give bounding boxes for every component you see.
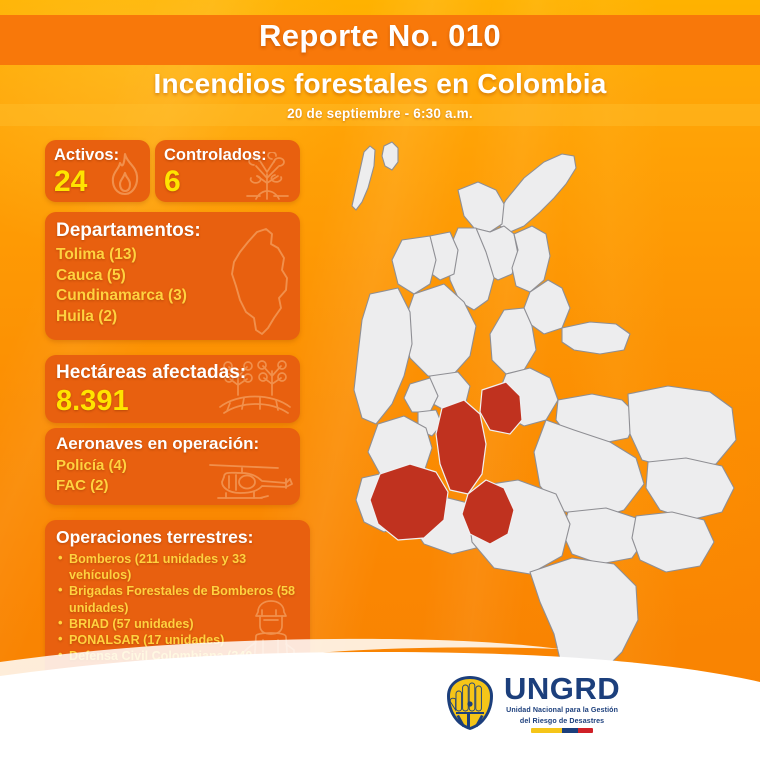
list-item: Brigadas Forestales de Bomberos (58 unid… <box>58 582 310 615</box>
map-dept-atlantico <box>457 181 505 233</box>
logo-tagline-line1: Unidad Nacional para la Gestión <box>506 705 619 714</box>
list-item: BRIAD (57 unidades) <box>58 615 310 632</box>
title-band <box>0 15 760 65</box>
ungrd-logo: UNGRD Unidad Nacional para la Gestión de… <box>443 668 643 738</box>
list-item: Huila (2) <box>56 307 118 325</box>
list-item: Defensa Civil Colombiana (340 unidades) <box>58 647 310 680</box>
map-dept-guainia <box>645 457 735 521</box>
map-dept-choco <box>353 287 413 425</box>
map-dept-cesar <box>511 225 551 293</box>
operaciones-list: Bomberos (211 unidades y 33 vehículos) B… <box>45 550 310 681</box>
yellow-hand-icon <box>443 674 497 732</box>
colombia-flag-bar <box>531 728 594 734</box>
map-dept-arauca <box>561 321 631 355</box>
map-island-san-andres <box>351 145 376 211</box>
map-highlight-cauca <box>369 463 449 541</box>
card-operaciones-label: Operaciones terrestres: <box>56 527 254 547</box>
card-hectareas: Hectáreas afectadas: 8.391 <box>45 355 300 423</box>
list-item: PONALSAR (17 unidades) <box>58 631 310 648</box>
colombia-map <box>318 128 748 698</box>
map-highlight-huila <box>461 479 515 545</box>
list-item: Cundinamarca (3) <box>56 287 187 304</box>
card-controlados-label: Controlados: <box>164 146 267 164</box>
report-date: 20 de septiembre - 6:30 a.m. <box>287 106 473 121</box>
logo-tagline-line2: del Riesgo de Desastres <box>519 716 605 725</box>
page-subtitle: Incendios forestales en Colombia <box>153 68 607 99</box>
map-dept-cordoba <box>391 235 437 295</box>
card-activos-value: 24 <box>54 165 88 198</box>
map-dept-meta <box>533 419 645 521</box>
page-title: Reporte No. 010 <box>258 18 501 53</box>
map-highlight-tolima <box>435 399 487 495</box>
map-dept-guajira <box>497 153 577 233</box>
card-activos: Activos: 24 <box>45 140 150 202</box>
card-activos-label: Activos: <box>54 146 120 164</box>
list-item: Tolima (13) <box>56 246 137 263</box>
list-item: FAC (2) <box>56 476 109 494</box>
map-dept-amazonas <box>529 557 639 685</box>
logo-acronym: UNGRD <box>504 670 621 706</box>
list-item: Bomberos (211 unidades y 33 vehículos) <box>58 550 310 583</box>
aeronaves-list: Policía (4) FAC (2) <box>45 456 300 495</box>
map-dept-vaupes <box>631 511 715 573</box>
card-hectareas-label: Hectáreas afectadas: <box>56 362 247 383</box>
card-controlados: Controlados: 6 <box>155 140 300 202</box>
logo-text-block: UNGRD Unidad Nacional para la Gestión de… <box>504 670 621 734</box>
list-item: Policía (4) <box>56 457 127 474</box>
card-departamentos: Departamentos: Tolima (13) Cauca (5) Cun… <box>45 212 300 340</box>
card-controlados-value: 6 <box>164 165 181 198</box>
map-island-providencia <box>381 141 399 171</box>
list-item: Cauca (5) <box>56 266 126 284</box>
card-operaciones-terrestres: Operaciones terrestres: Bomberos (211 un… <box>45 520 310 688</box>
card-hectareas-value: 8.391 <box>56 385 129 417</box>
date-band <box>0 104 760 126</box>
card-departamentos-label: Departamentos: <box>56 220 201 241</box>
map-highlight-cundinamarca <box>479 381 523 435</box>
map-dept-vichada <box>627 385 737 471</box>
card-aeronaves-label: Aeronaves en operación: <box>56 434 260 453</box>
departamentos-list: Tolima (13) Cauca (5) Cundinamarca (3) H… <box>45 245 300 327</box>
card-aeronaves: Aeronaves en operación: Policía (4) FAC … <box>45 428 300 505</box>
